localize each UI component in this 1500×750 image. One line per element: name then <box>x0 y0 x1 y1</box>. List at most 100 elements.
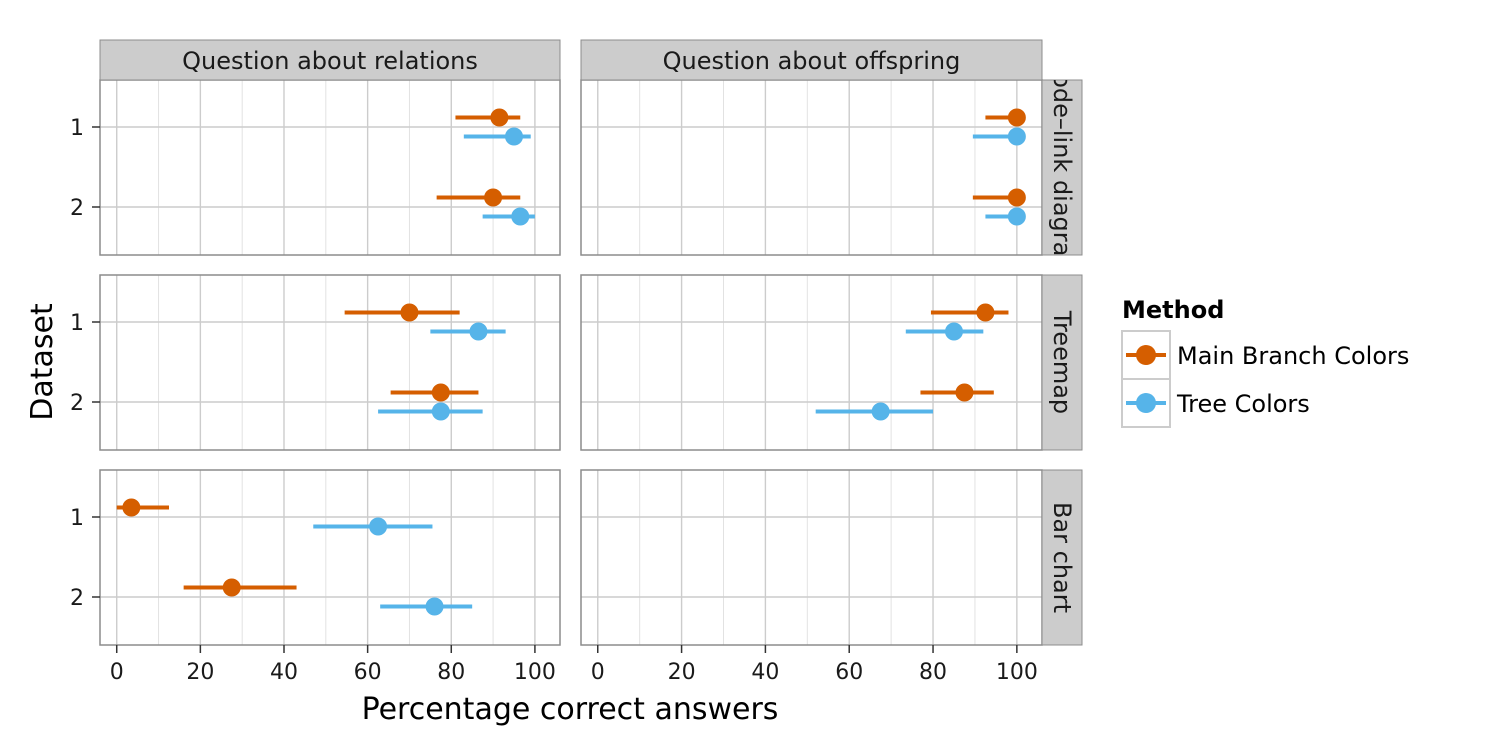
data-point-group <box>972 188 1026 207</box>
data-point <box>222 578 241 597</box>
facet-strip-question-about-relations: Question about relations <box>99 39 561 81</box>
data-point-group <box>482 207 535 226</box>
data-point <box>871 402 890 421</box>
data-point-group <box>116 498 169 517</box>
facet-panel: 120 20 40 60 80 100 <box>70 469 561 685</box>
data-point-group <box>972 127 1026 146</box>
panel-border <box>99 274 561 451</box>
strip-label: Question about offspring <box>663 47 961 75</box>
strip-label: Question about relations <box>182 47 478 75</box>
x-tick-label: 40 <box>751 660 779 685</box>
y-tick-label: 1 <box>70 116 84 141</box>
data-point <box>425 597 444 616</box>
strip-label: Treemap <box>1048 310 1076 414</box>
data-point-group <box>344 303 460 322</box>
facet-panel: 12 <box>70 274 561 451</box>
data-point <box>400 303 419 322</box>
data-point-group <box>463 127 531 146</box>
data-point <box>469 322 488 341</box>
x-tick-label: 80 <box>919 660 947 685</box>
facet-strip-node-link-diagram: Node–link diagram <box>1041 55 1083 280</box>
x-tick-label: 80 <box>437 660 465 685</box>
x-tick-label: 40 <box>270 660 298 685</box>
strip-background <box>99 39 561 81</box>
x-tick-label: 0 <box>110 660 124 685</box>
y-tick-label: 2 <box>70 196 84 221</box>
data-point-group <box>313 517 433 536</box>
data-point <box>955 383 974 402</box>
legend-item-main-branch-colors: Main Branch Colors <box>1121 330 1409 380</box>
legend-title: Method <box>1122 296 1224 324</box>
data-point-group <box>985 108 1026 127</box>
panel-background <box>581 80 1042 255</box>
data-point-group <box>380 597 473 616</box>
data-point-group <box>920 383 994 402</box>
strip-label: Bar chart <box>1048 502 1076 613</box>
x-tick-label: 100 <box>996 660 1038 685</box>
data-point <box>505 127 523 146</box>
data-point <box>431 383 450 402</box>
strip-label-clip: Bar chart <box>1048 502 1076 613</box>
strip-background <box>1041 469 1083 646</box>
data-point <box>122 498 141 517</box>
y-axis-title: Dataset <box>25 303 60 421</box>
legend-key-point <box>1136 345 1156 365</box>
data-point <box>484 188 503 207</box>
facet-panel <box>580 79 1043 256</box>
data-point <box>369 517 388 536</box>
legend: Method Main Branch Colors Tree Colors <box>1121 296 1409 428</box>
data-point <box>490 108 509 127</box>
facet-strip-bar-chart: Bar chart <box>1041 469 1083 646</box>
data-point-group <box>436 188 521 207</box>
legend-key-point <box>1136 393 1156 413</box>
data-point <box>976 303 995 322</box>
strip-label-clip: Node–link diagram <box>1048 55 1076 280</box>
strip-background <box>1041 274 1083 451</box>
x-tick-label: 0 <box>591 660 605 685</box>
y-tick-label: 1 <box>70 506 84 531</box>
y-tick-label: 2 <box>70 586 84 611</box>
data-point <box>1007 108 1026 127</box>
panel-border <box>99 469 561 646</box>
data-point <box>1007 207 1026 226</box>
y-tick-label: 2 <box>70 391 84 416</box>
strip-label: Node–link diagram <box>1048 55 1076 280</box>
x-tick-label: 60 <box>354 660 382 685</box>
x-tick-label: 100 <box>514 660 556 685</box>
data-point-group <box>930 303 1009 322</box>
facet-strip-treemap: Treemap <box>1041 274 1083 451</box>
legend-item-tree-colors: Tree Colors <box>1121 378 1310 428</box>
x-tick-label: 20 <box>186 660 214 685</box>
data-point <box>1007 188 1026 207</box>
data-point <box>1007 127 1026 146</box>
data-point <box>431 402 450 421</box>
data-point-group <box>390 383 479 402</box>
panel-background <box>581 275 1042 450</box>
facet-panel <box>580 274 1043 451</box>
strip-background <box>1041 79 1083 256</box>
data-point-group <box>985 207 1026 226</box>
legend-label: Tree Colors <box>1176 390 1310 418</box>
panel-background <box>100 80 560 255</box>
legend-label: Main Branch Colors <box>1177 342 1409 370</box>
x-tick-label: 60 <box>835 660 863 685</box>
panel-background <box>100 470 560 645</box>
x-axis-title: Percentage correct answers <box>362 692 779 727</box>
series-main-branch-colors <box>116 108 1026 597</box>
data-point-group <box>905 322 984 341</box>
facet-panel: 0 20 40 60 80 100 <box>580 469 1043 685</box>
facet-strip-question-about-offspring: Question about offspring <box>580 39 1043 81</box>
data-point-group <box>815 402 934 421</box>
strip-background <box>580 39 1043 81</box>
y-tick-label: 1 <box>70 311 84 336</box>
x-tick-label: 20 <box>668 660 696 685</box>
series-tree-colors <box>313 127 1026 616</box>
data-point-group <box>378 402 483 421</box>
data-point-group <box>430 322 506 341</box>
strip-label-clip: Treemap <box>1048 310 1076 414</box>
data-point <box>511 207 530 226</box>
data-point <box>944 322 963 341</box>
data-point-group <box>183 578 297 597</box>
